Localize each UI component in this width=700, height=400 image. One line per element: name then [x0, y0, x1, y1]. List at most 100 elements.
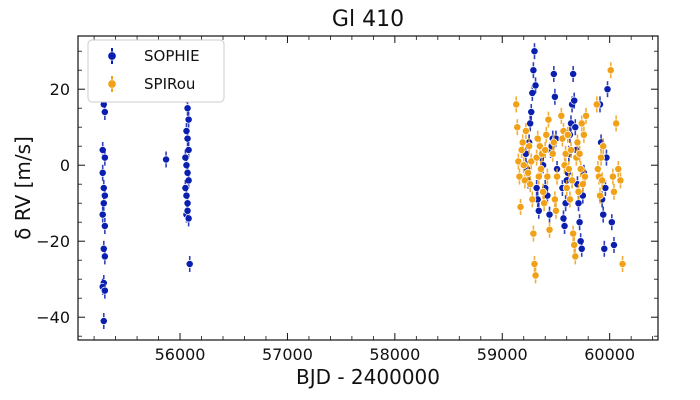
spirou-point: [618, 260, 627, 268]
sophie-point: [182, 161, 191, 170]
sophie-point: [182, 191, 191, 200]
sophie-point: [574, 199, 583, 208]
sophie-point: [559, 214, 568, 223]
sophie-point: [183, 168, 192, 177]
spirou-point: [517, 146, 526, 154]
y-tick-label: 20: [50, 80, 70, 99]
sophie-point: [183, 104, 192, 113]
sophie-point: [569, 70, 578, 78]
spirou-point: [568, 176, 577, 185]
sophie-point: [99, 184, 108, 192]
spirou-point: [512, 100, 521, 109]
spirou-point: [530, 260, 539, 268]
legend-marker-sophie: [107, 51, 117, 61]
spirou-point: [529, 229, 538, 238]
sophie-point: [549, 70, 558, 78]
spirou-point: [565, 195, 574, 204]
sophie-point: [532, 184, 541, 192]
sophie-point: [100, 222, 109, 230]
spirou-point: [545, 225, 554, 234]
spirou-point: [528, 195, 537, 204]
sophie-point: [100, 108, 109, 116]
legend-label-spirou: SPIRou: [144, 75, 195, 93]
spirou-point: [567, 146, 575, 154]
sophie-point: [529, 66, 538, 75]
spirou-point: [593, 165, 602, 173]
sophie-point: [100, 153, 109, 162]
spirou-point: [525, 142, 534, 151]
sophie-point: [98, 168, 107, 177]
sophie-point: [184, 214, 193, 223]
spirou-point: [608, 172, 617, 181]
sophie-point: [99, 244, 108, 253]
sophie-point: [530, 47, 539, 56]
x-tick-label: 60000: [584, 345, 635, 364]
legend-entry-spirou: SPIRou: [107, 75, 195, 93]
series-spirou: [512, 62, 627, 284]
spirou-point: [540, 199, 549, 208]
legend-entry-sophie: SOPHIE: [107, 47, 200, 65]
sophie-point: [527, 108, 536, 116]
spirou-point: [579, 130, 588, 139]
sophie-point: [185, 260, 194, 268]
plot-frame: [77, 35, 659, 341]
spirou-point: [513, 123, 522, 132]
sophie-point: [545, 210, 554, 219]
spirou-point: [518, 138, 527, 147]
spirou-point: [562, 184, 571, 192]
sophie-point: [100, 252, 109, 261]
spirou-point: [598, 176, 607, 185]
spirou-point: [564, 165, 573, 173]
sophie-point: [599, 210, 608, 219]
spirou-point: [571, 252, 580, 261]
spirou-point: [561, 149, 570, 158]
spirou-point: [581, 172, 589, 181]
spirou-point: [606, 66, 615, 75]
legend-marker-spirou: [107, 79, 117, 89]
sophie-point: [531, 81, 540, 90]
spirou-point: [524, 168, 532, 177]
spirou-point: [516, 203, 525, 211]
x-tick-label: 57000: [262, 345, 313, 364]
sophie-point: [576, 237, 585, 246]
spirou-point: [536, 165, 545, 173]
x-tick-label: 58000: [369, 345, 420, 364]
spirou-point: [541, 146, 550, 154]
spirou-point: [542, 130, 551, 139]
spirou-point: [531, 271, 540, 280]
spirou-point: [575, 149, 584, 158]
sophie-point: [100, 191, 109, 200]
spirou-point: [576, 165, 585, 173]
sophie-point: [183, 134, 192, 143]
spirou-point: [544, 115, 553, 124]
y-tick-label: −20: [36, 232, 70, 251]
sophie-point: [99, 199, 108, 208]
spirou-point: [614, 165, 623, 173]
sophie-point: [570, 96, 579, 105]
sophie-point: [603, 85, 612, 94]
spirou-point: [552, 206, 560, 215]
x-axis-label: BJD - 2400000: [296, 365, 440, 389]
spirou-point: [543, 172, 552, 181]
spirou-point: [574, 187, 583, 196]
sophie-point: [526, 119, 535, 128]
spirou-point: [557, 111, 566, 120]
spirou-point: [597, 153, 606, 162]
spirou-point: [539, 187, 548, 196]
legend-box: [87, 39, 225, 103]
x-tick-label: 56000: [155, 345, 206, 364]
spirou-point: [526, 180, 535, 189]
sophie-point: [600, 244, 609, 253]
spirou-point: [563, 130, 572, 139]
spirou-point: [553, 172, 561, 181]
x-tick-label: 59000: [477, 345, 528, 364]
spirou-point: [582, 111, 590, 120]
spirou-point: [592, 100, 601, 109]
spirou-point: [610, 187, 618, 196]
sophie-point: [607, 218, 616, 227]
spirou-point: [570, 241, 579, 249]
sophie-point: [560, 222, 569, 230]
sophie-point: [577, 244, 586, 253]
chart-title: Gl 410: [332, 7, 404, 32]
